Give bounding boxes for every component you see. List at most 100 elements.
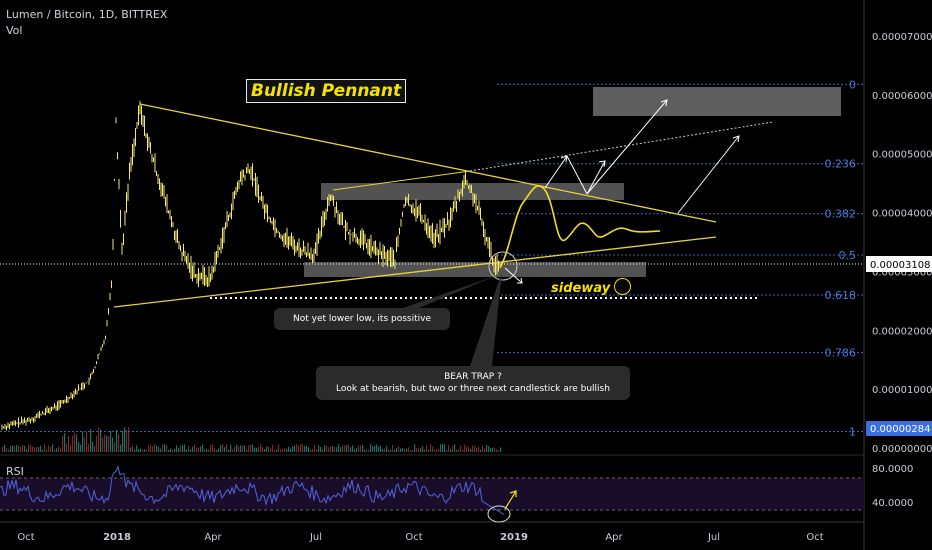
volume-bar [360,445,362,452]
volume-bar [4,444,6,452]
volume-bar [338,444,340,452]
fib-level-label: 0.236 [825,158,857,171]
volume-bar [176,445,178,452]
volume-bar [218,448,220,452]
volume-bar [448,445,450,452]
callout-bear-trap-title: BEAR TRAP ? [444,372,502,382]
volume-bar [204,449,206,452]
volume-bar [88,443,90,452]
volume-bar [322,449,324,452]
callout-bear-trap: BEAR TRAP ? Look at bearish, but two or … [316,366,630,400]
volume-bar [368,449,370,452]
volume-bar [164,444,166,452]
volume-bar [170,448,172,452]
price-axis: 0.00007000 0.00006000 0.00005000 0.00004000… [872,32,932,455]
volume-bar [478,447,480,452]
volume-bar [398,446,400,452]
volume-bar [130,447,132,452]
volume-bar [346,445,348,452]
volume-bar [490,447,492,452]
price-tick: 0.00004000 [872,209,932,220]
time-tick: Oct [405,532,422,543]
volume-bar [154,444,156,452]
volume-bar [216,449,218,452]
volume-bar [86,431,88,452]
volume-bar [332,445,334,452]
volume-bar [196,447,198,452]
price-tick: 0.00000000 [872,444,932,455]
volume-bar [400,448,402,452]
volume-bar [410,449,412,452]
volume-bar [484,448,486,452]
volume-bar [306,445,308,452]
volume-bar [316,449,318,452]
volume-bar [126,429,128,452]
fib-level-label: 0.5 [839,249,857,262]
volume-bar [42,449,44,452]
volume-bar [212,444,214,452]
volume-bar [2,446,4,452]
volume-bar [268,446,270,452]
rsi-arrow [504,490,517,510]
volume-bar [476,447,478,452]
fib-level-label: 0 [849,78,856,91]
volume-bar [12,445,14,452]
volume-bar [46,449,48,452]
volume-bar [416,447,418,452]
volume-bar [324,445,326,452]
volume-bar [182,445,184,452]
support-zone [304,262,646,277]
volume-bar [420,448,422,452]
volume-bar [226,444,228,452]
volume-bar [388,449,390,452]
time-tick: Apr [204,532,222,543]
time-tick: Jul [707,532,720,543]
volume-bar [36,447,38,452]
volume-bar [374,446,376,452]
volume-bar [290,448,292,452]
volume-bar [328,447,330,452]
volume-bar [200,446,202,452]
current-price-value: 0.00003108 [870,260,930,271]
volume-bar [456,449,458,452]
volume-bar [8,449,10,452]
volume-bar [294,445,296,452]
volume-bar [118,434,120,452]
pennant-upper-trendline [139,103,717,223]
volume-bar [192,446,194,452]
volume-bar [64,433,66,452]
price-tick: 0.00003000 [872,267,932,278]
volume-bar [318,445,320,452]
volume-bar [470,448,472,452]
volume-bar [288,446,290,452]
volume-bar [308,447,310,452]
volume-bar [366,449,368,452]
price-tick: 0.00007000 [872,32,932,43]
volume-bar [122,430,124,452]
volume-bar [30,445,32,452]
volume-bar [146,449,148,452]
volume-bar [248,445,250,452]
volume-bar [108,436,110,452]
time-tick: Jul [309,532,322,543]
price-tick: 0.00002000 [872,326,932,337]
volume-bar [84,437,86,452]
volume-bar [352,445,354,452]
sad-face-icon [614,278,632,295]
volume-bar [298,446,300,452]
sideway-label: sideway [551,281,611,296]
volume-bar [32,446,34,452]
volume-bar [344,445,346,452]
volume-bar [300,444,302,452]
volume-bar [222,444,224,452]
volume-bar [142,449,144,452]
volume-bar [22,444,24,452]
volume-bar [422,446,424,452]
volume-bar [438,448,440,452]
volume-bar [330,446,332,452]
volume-bar [82,431,84,452]
volume-bar [284,448,286,452]
volume-bar [152,445,154,452]
chart-symbol-title: Lumen / Bitcoin, 1D, BITTREX [6,8,168,21]
